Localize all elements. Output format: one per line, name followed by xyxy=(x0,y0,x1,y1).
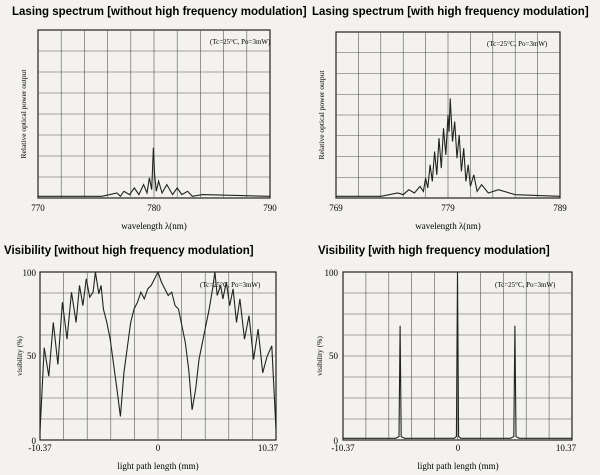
chart-title: Visibility [without high frequency modul… xyxy=(4,245,254,257)
chart-title: Lasing spectrum [without high frequency … xyxy=(12,6,307,18)
condition-annotation: (Tc=25°C, Po=3mW) xyxy=(487,40,548,48)
grid xyxy=(38,30,270,198)
x-tick-label: 790 xyxy=(263,203,277,213)
y-tick-label: 100 xyxy=(325,268,339,278)
condition-annotation: (Tc=25°C, Po=3mW) xyxy=(200,281,261,289)
chart-title: Visibility [with high frequency modulati… xyxy=(318,245,550,257)
x-axis-label: wavelength λ(nm) xyxy=(121,221,187,231)
panel-visibility-with-modulation: Visibility [with high frequency modulati… xyxy=(315,245,577,471)
chart-title: Lasing spectrum [with high frequency mod… xyxy=(312,6,589,18)
grid xyxy=(40,272,276,440)
y-tick-label: 100 xyxy=(23,268,37,278)
condition-annotation: (Tc=25°C, Po=3mW) xyxy=(210,38,271,46)
y-tick-label: 50 xyxy=(329,351,339,361)
y-tick-label: 50 xyxy=(27,351,37,361)
x-tick-label: -10.37 xyxy=(331,443,355,453)
visibility-line xyxy=(39,270,277,432)
y-axis-label: Relative optical power output xyxy=(19,69,28,159)
x-axis-label: light path length (mm) xyxy=(117,461,198,471)
x-tick-label: 10.37 xyxy=(556,443,577,453)
spectrum-line xyxy=(38,147,271,198)
y-tick-label: 0 xyxy=(32,436,37,446)
spectrum-line xyxy=(336,98,561,197)
x-tick-label: 789 xyxy=(553,203,567,213)
x-axis-label: wavelength λ(nm) xyxy=(415,221,481,231)
grid xyxy=(336,32,560,198)
x-tick-label: 10.37 xyxy=(258,443,279,453)
condition-annotation: (Tc=25°C, Po=3mW) xyxy=(495,281,556,289)
x-tick-label: 780 xyxy=(147,203,161,213)
y-axis-label: visibility (%) xyxy=(15,336,24,376)
x-tick-label: 779 xyxy=(441,203,455,213)
y-axis-label: Relative optical power output xyxy=(317,70,326,160)
x-tick-label: -10.37 xyxy=(28,443,52,453)
panel-lasing-with-modulation: Lasing spectrum [with high frequency mod… xyxy=(312,6,589,231)
x-tick-label: 0 xyxy=(456,443,461,453)
x-tick-label: 0 xyxy=(156,443,161,453)
x-tick-label: 769 xyxy=(329,203,343,213)
x-tick-label: 770 xyxy=(31,203,45,213)
panel-lasing-without-modulation: Lasing spectrum [without high frequency … xyxy=(12,6,307,231)
x-axis-label: light path length (mm) xyxy=(417,461,498,471)
y-tick-label: 0 xyxy=(334,436,339,446)
y-axis-label: visibility (%) xyxy=(315,336,324,376)
visibility-line xyxy=(343,271,572,439)
panel-visibility-without-modulation: Visibility [without high frequency modul… xyxy=(4,245,279,471)
